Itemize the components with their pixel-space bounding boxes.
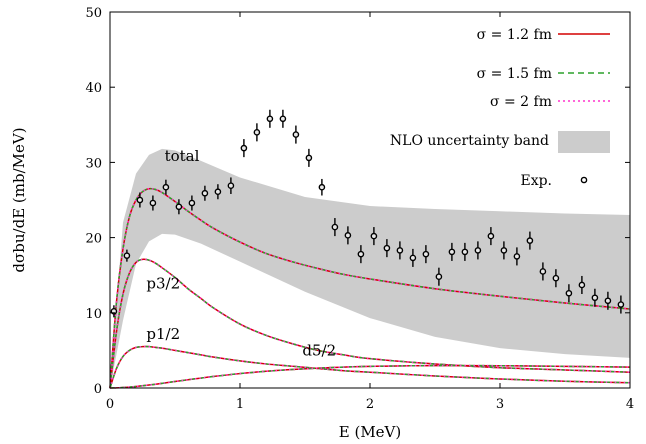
exp-point	[344, 232, 352, 239]
x-tick-label: 1	[236, 397, 244, 412]
exp-point	[565, 289, 573, 297]
annotation-d5-2: d5/2	[302, 342, 336, 360]
exp-point	[240, 144, 248, 152]
exp-point	[162, 183, 170, 191]
exp-point	[331, 223, 339, 231]
y-tick-label: 0	[94, 382, 102, 397]
exp-point	[539, 268, 547, 275]
legend-label-2: σ = 1.5 fm	[477, 66, 552, 82]
curve-total-magenta-dotted	[109, 187, 631, 389]
exp-point	[136, 196, 144, 204]
exp-point	[266, 115, 274, 123]
exp-point	[474, 247, 482, 254]
nlo-uncertainty-band	[110, 148, 630, 388]
legend-label-4: NLO uncertainty band	[390, 133, 549, 149]
x-tick-label: 3	[496, 397, 504, 412]
exp-point	[253, 129, 261, 136]
exp-point	[149, 199, 157, 207]
y-tick-label: 10	[85, 307, 102, 322]
exp-point	[448, 248, 456, 256]
curves-layer	[109, 187, 631, 389]
exp-point	[578, 281, 586, 289]
exp-point	[422, 250, 430, 258]
exp-point	[396, 247, 404, 254]
exp-point	[513, 253, 521, 260]
legend: σ = 1.2 fm σ = 1.5 fm σ = 2 fm NLO uncer…	[390, 27, 610, 189]
y-tick-label: 50	[85, 6, 102, 21]
exp-point	[227, 182, 235, 190]
exp-point	[500, 247, 508, 254]
experiment-points-layer	[110, 109, 625, 318]
annotation-p3-2: p3/2	[146, 275, 180, 293]
x-axis-label: E (MeV)	[339, 423, 402, 441]
uncertainty-band-layer	[110, 148, 630, 388]
exp-point	[409, 254, 417, 262]
exp-point	[305, 154, 313, 162]
annotation-total: total	[165, 147, 200, 165]
curve-d5-2-green-dashed	[109, 364, 631, 389]
exp-point	[370, 232, 378, 240]
exp-point	[461, 248, 469, 256]
y-tick-label: 30	[85, 156, 102, 171]
exp-point	[435, 273, 443, 281]
annotation-p1-2: p1/2	[146, 325, 180, 343]
exp-point	[175, 203, 183, 211]
exp-point	[279, 115, 287, 123]
curve-p1-2-magenta-dotted	[109, 345, 631, 389]
curve-p3-2-magenta-dotted	[109, 258, 631, 389]
legend-label-5: Exp.	[520, 173, 552, 189]
annotations-layer: total p3/2 p1/2 d5/2	[146, 147, 336, 360]
exp-point	[487, 232, 495, 240]
exp-point	[552, 274, 560, 282]
exp-point	[591, 294, 599, 302]
exp-point	[526, 237, 534, 244]
exp-point	[357, 250, 365, 258]
y-tick-label: 20	[85, 232, 102, 247]
legend-label-1: σ = 1.2 fm	[477, 27, 552, 43]
exp-point	[604, 297, 612, 305]
y-tick-label: 40	[85, 81, 102, 96]
exp-point	[201, 189, 209, 197]
x-tick-label: 0	[106, 397, 114, 412]
exp-point	[214, 188, 222, 196]
exp-point	[617, 301, 625, 308]
legend-band-swatch	[558, 131, 610, 153]
legend-label-3: σ = 2 fm	[490, 94, 552, 110]
legend-exp-marker	[580, 176, 588, 184]
exp-point	[383, 244, 391, 252]
exp-point	[188, 199, 196, 207]
exp-point	[123, 252, 131, 259]
x-tick-label: 2	[366, 397, 374, 412]
exp-point	[318, 183, 326, 191]
x-tick-label: 4	[626, 397, 634, 412]
exp-point	[292, 131, 300, 138]
y-axis-label: dσbu/dE (mb/MeV)	[10, 127, 28, 272]
